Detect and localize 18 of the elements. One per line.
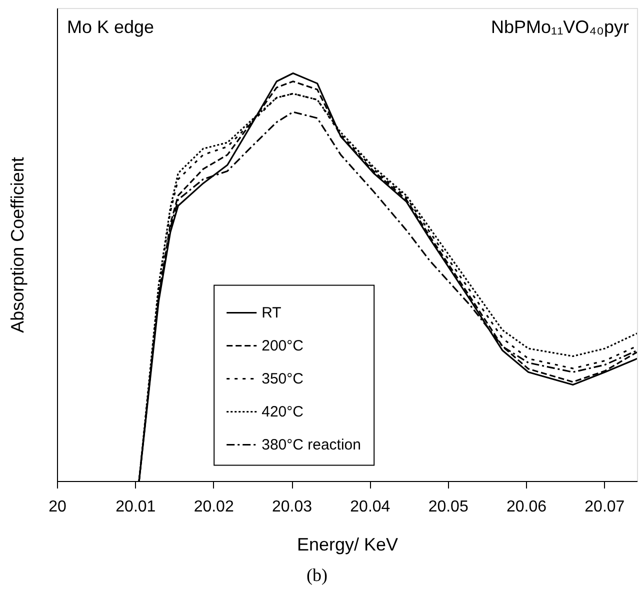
legend-label: 420°C — [262, 404, 304, 421]
x-tick-label: 20.04 — [350, 498, 390, 516]
text: NbPMo₁₁VO₄₀pyr — [491, 17, 630, 37]
x-tick-label: 20.02 — [194, 498, 234, 516]
text: Mo K edge — [67, 17, 154, 37]
x-tick-label: 20.07 — [584, 498, 625, 516]
legend-label: 200°C — [262, 338, 304, 355]
x-tick-label: 20.01 — [116, 498, 156, 516]
y-axis-title: Absorption Coefficient — [8, 157, 28, 333]
x-tick-label: 20 — [48, 498, 66, 516]
legend-label: RT — [262, 304, 282, 322]
x-tick-label: 20.03 — [272, 498, 312, 516]
x-tick-label: 20.06 — [506, 498, 547, 516]
legend-label: 350°C — [262, 370, 304, 388]
x-tick-label: 20.05 — [428, 498, 468, 516]
text: (b) — [306, 565, 328, 585]
legend-label: 380°C reaction — [262, 436, 361, 454]
x-axis-title: Energy/ KeV — [296, 534, 398, 554]
